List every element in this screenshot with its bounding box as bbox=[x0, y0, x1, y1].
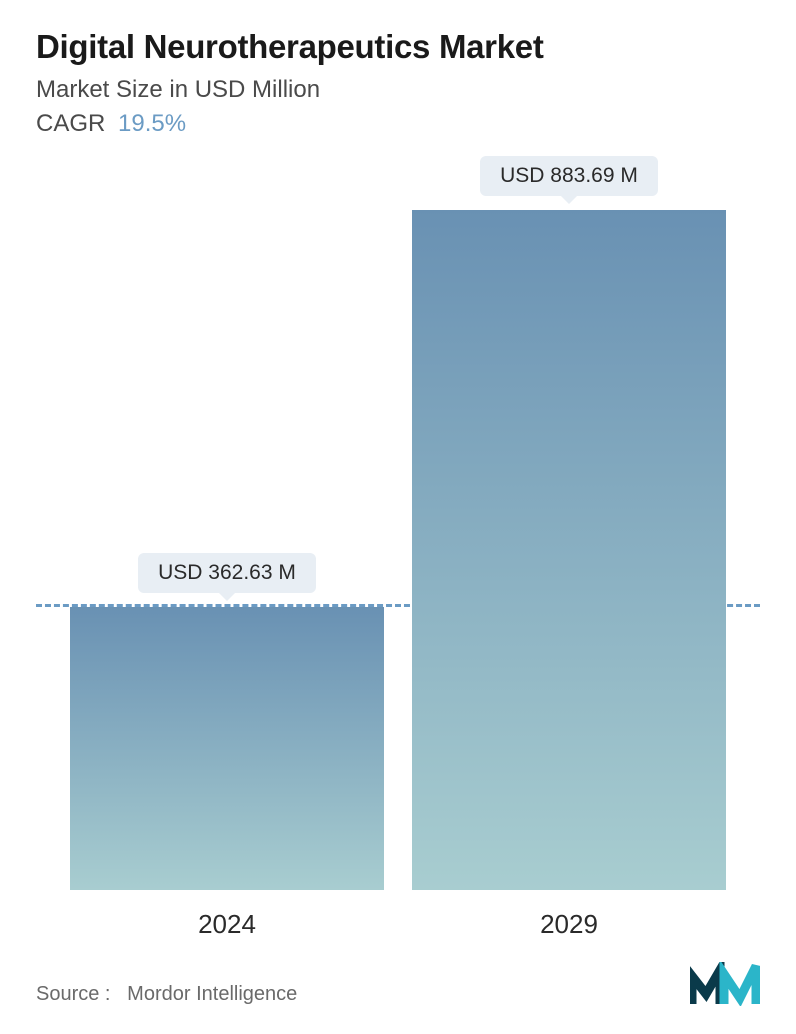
cagr-label: CAGR bbox=[36, 110, 105, 137]
chart-subtitle: Market Size in USD Million bbox=[36, 76, 760, 104]
x-axis-labels: 2024 2029 bbox=[36, 909, 760, 940]
source-text: Source : Mordor Intelligence bbox=[36, 983, 297, 1006]
bar-group-1: USD 883.69 M bbox=[412, 156, 727, 890]
cagr-value: 19.5% bbox=[118, 110, 186, 137]
value-badge-1: USD 883.69 M bbox=[480, 156, 658, 196]
source-name: Mordor Intelligence bbox=[127, 983, 297, 1005]
bar-group-0: USD 362.63 M bbox=[70, 156, 385, 890]
x-label-0: 2024 bbox=[70, 909, 385, 940]
chart-title: Digital Neurotherapeutics Market bbox=[36, 28, 760, 66]
cagr-line: CAGR 19.5% bbox=[36, 110, 760, 138]
brand-logo-icon bbox=[690, 962, 760, 1006]
bar-0 bbox=[70, 607, 385, 890]
chart-plot-area: USD 362.63 M USD 883.69 M 2024 2029 bbox=[36, 156, 760, 940]
chart-container: Digital Neurotherapeutics Market Market … bbox=[0, 0, 796, 1034]
bar-1 bbox=[412, 210, 727, 890]
bars-wrapper: USD 362.63 M USD 883.69 M bbox=[36, 156, 760, 890]
chart-footer: Source : Mordor Intelligence bbox=[36, 962, 760, 1014]
value-badge-0: USD 362.63 M bbox=[138, 553, 316, 593]
x-label-1: 2029 bbox=[412, 909, 727, 940]
source-label: Source : bbox=[36, 983, 110, 1005]
